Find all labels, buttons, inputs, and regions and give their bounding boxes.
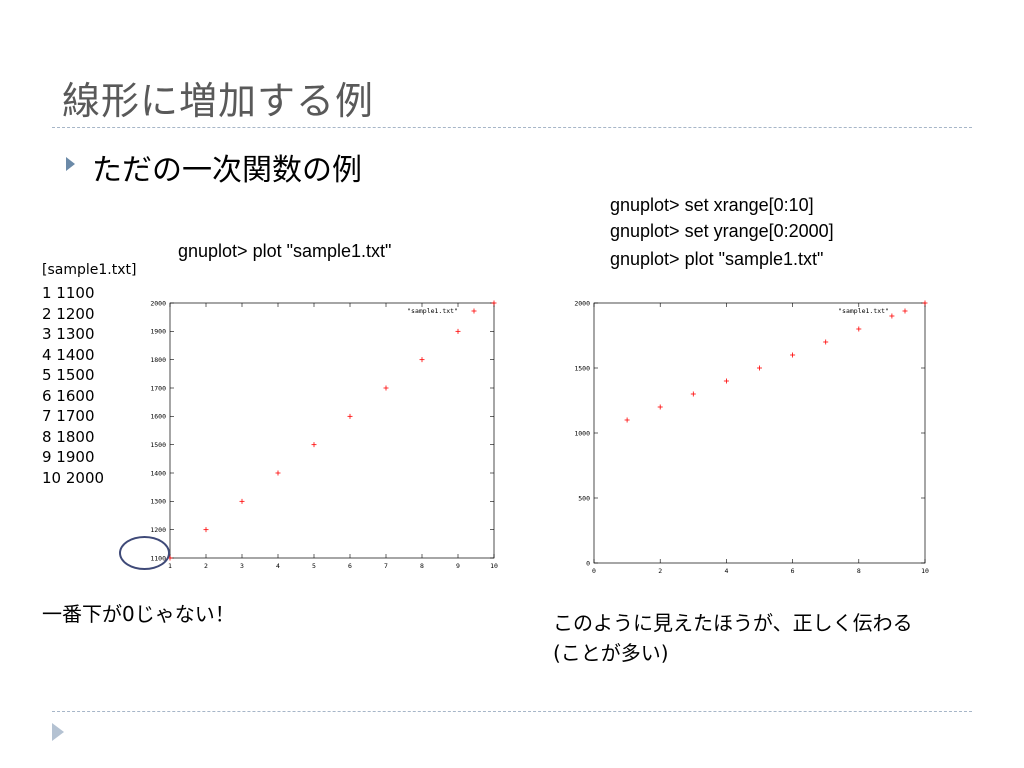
- y-tick-label: 500: [578, 494, 590, 502]
- data-point: [624, 417, 630, 423]
- data-file-row: 1 1100: [42, 284, 95, 302]
- y-tick-label: 1000: [574, 429, 590, 437]
- data-file-row: 10 2000: [42, 468, 105, 487]
- x-tick-label: 4: [276, 562, 280, 570]
- x-tick-label: 8: [857, 567, 861, 575]
- data-point: [491, 300, 497, 306]
- note-right-line-1: このように見えたほうが、正しく伝わる: [553, 611, 913, 635]
- x-tick-label: 6: [791, 567, 795, 575]
- x-tick-label: 7: [384, 562, 388, 570]
- data-point: [203, 527, 209, 533]
- data-point: [790, 352, 796, 358]
- legend-label: "sample1.txt": [407, 307, 458, 315]
- gnuplot-command-yrange: gnuplot> set yrange[0:2000]: [610, 221, 834, 241]
- y-tick-label: 1900: [150, 328, 166, 336]
- data-point: [455, 328, 461, 334]
- y-tick-label: 1500: [150, 441, 166, 449]
- x-tick-label: 10: [490, 562, 498, 570]
- x-tick-label: 2: [204, 562, 208, 570]
- x-tick-label: 5: [312, 562, 316, 570]
- data-point: [239, 498, 245, 504]
- x-tick-label: 6: [348, 562, 352, 570]
- data-file-row: 8 1800: [42, 427, 95, 446]
- y-tick-label: 1500: [574, 364, 590, 372]
- data-file-row: 3 1300: [42, 325, 95, 343]
- gnuplot-command-xrange: gnuplot> set xrange[0:10]: [610, 195, 814, 215]
- data-point: [922, 300, 928, 306]
- x-tick-label: 8: [420, 562, 424, 570]
- y-tick-label: 2000: [150, 299, 166, 307]
- y-tick-label: 1700: [150, 384, 166, 392]
- data-file-row: 4 1400: [42, 345, 95, 364]
- plot-frame: [169, 302, 495, 559]
- gnuplot-command-plot: gnuplot> plot "sample1.txt": [610, 249, 824, 269]
- data-file-row: 7 1700: [42, 407, 95, 425]
- data-point: [311, 442, 317, 448]
- gnuplot-command-left: gnuplot> plot "sample1.txt": [178, 241, 392, 261]
- x-tick-label: 3: [240, 562, 244, 570]
- data-file-row: 5 1500: [42, 366, 95, 384]
- plot-frame: [593, 302, 926, 564]
- data-point: [419, 357, 425, 363]
- y-tick-label: 1300: [150, 498, 166, 506]
- y-tick-label: 1800: [150, 356, 166, 364]
- y-tick-label: 1400: [150, 469, 166, 477]
- note-right: このように見えたほうが、正しく伝わる (ことが多い): [553, 608, 913, 668]
- data-file-row: 9 1900: [42, 448, 95, 466]
- data-point: [657, 404, 663, 410]
- y-tick-label: 1600: [150, 413, 166, 421]
- data-point: [690, 391, 696, 397]
- data-point: [757, 365, 762, 371]
- highlight-circle: [119, 536, 170, 570]
- bullet-text: ただの一次関数の例: [92, 153, 362, 188]
- x-tick-label: 10: [921, 567, 929, 575]
- data-point: [723, 378, 729, 384]
- x-tick-label: 2: [658, 567, 662, 575]
- data-point: [383, 385, 389, 391]
- data-file-title: [sample1.txt]: [42, 262, 137, 278]
- slide-title: 線形に増加する例: [62, 79, 375, 123]
- footer-divider: [52, 711, 972, 712]
- bullet-arrow-icon: [66, 157, 75, 171]
- data-file-row: 6 1600: [42, 386, 95, 405]
- y-tick-label: 0: [586, 559, 590, 567]
- data-point: [856, 326, 862, 332]
- footer-arrow-icon: [52, 723, 64, 741]
- scatter-chart-left: 1 2 3 4 5 6 7 8 9 1011001200130014001500160017001…: [150, 299, 498, 570]
- note-right-line-2: (ことが多い): [553, 641, 669, 665]
- title-divider: [52, 127, 972, 128]
- data-point: [889, 313, 895, 319]
- data-point: [275, 470, 281, 476]
- x-tick-label: 1: [168, 562, 172, 570]
- legend-label: "sample1.txt": [838, 307, 889, 315]
- y-tick-label: 2000: [574, 299, 590, 307]
- data-file-row: 2 1200: [42, 304, 95, 323]
- x-tick-label: 0: [592, 567, 596, 575]
- x-tick-label: 4: [724, 567, 728, 575]
- x-tick-label: 9: [456, 562, 460, 570]
- data-point: [347, 413, 353, 419]
- y-tick-label: 1200: [150, 526, 166, 534]
- data-file-rows: 1 1100 2 1200 3 1300 4 1400 5 1500 6 160…: [42, 283, 104, 488]
- note-left: 一番下が0じゃない！: [42, 602, 235, 626]
- data-point: [823, 339, 829, 345]
- scatter-chart-right: 0 2 4 6 8 10 0 500 1000 1500 2000 "sample1.txt": [574, 299, 929, 575]
